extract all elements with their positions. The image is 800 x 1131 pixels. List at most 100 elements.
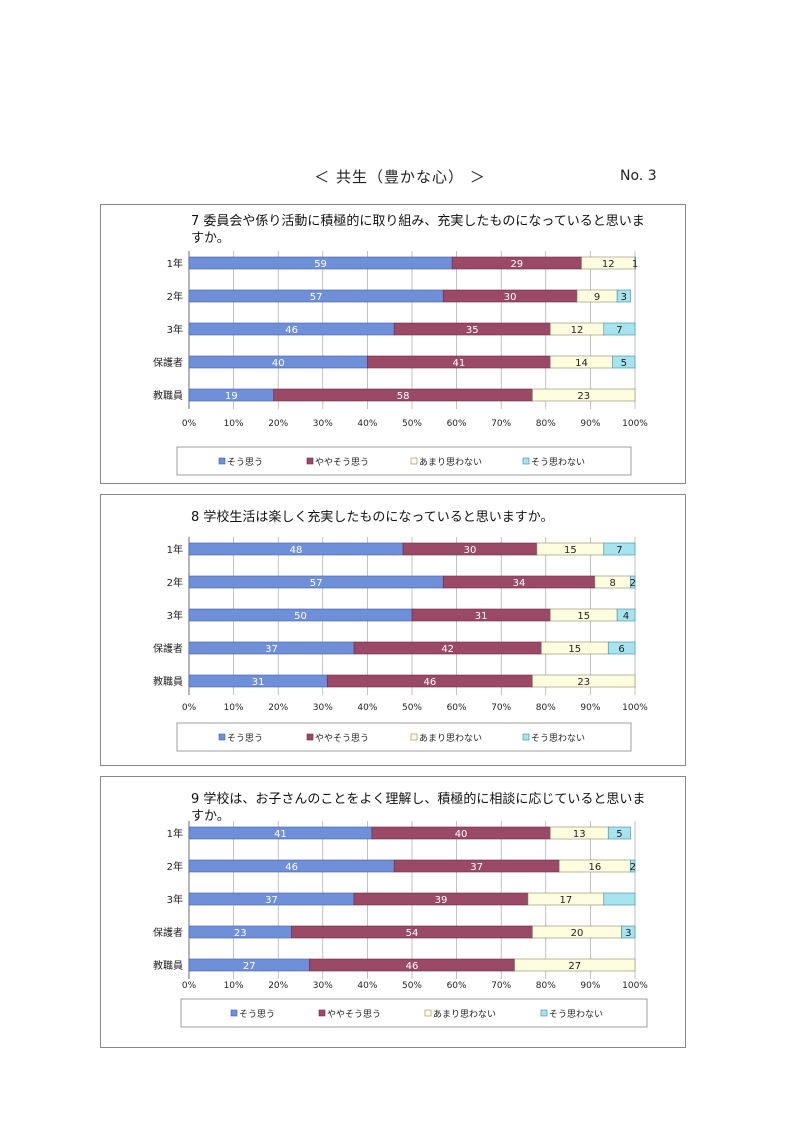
data-label: 30 (464, 545, 477, 556)
x-tick-label: 0% (182, 419, 197, 429)
legend-label: ややそう思う (327, 1009, 381, 1020)
category-label: 保護者 (153, 356, 183, 369)
data-label: 31 (475, 611, 488, 622)
bar-segment (532, 674, 636, 688)
data-label: 20 (571, 928, 584, 939)
bar-segment (532, 388, 636, 402)
x-tick-label: 70% (491, 703, 511, 713)
data-label: 2 (630, 862, 636, 873)
legend-box (176, 446, 632, 476)
data-label: 41 (274, 829, 287, 840)
data-label: 13 (573, 829, 586, 840)
data-label: 54 (406, 928, 419, 939)
bar-segment (603, 892, 636, 906)
data-label: 46 (285, 862, 298, 873)
question-title-q9: 9 学校は、お子さんのことをよく理解し、積極的に相談に応じていると思いますか。 (191, 792, 646, 824)
data-label: 29 (510, 259, 523, 270)
data-label: 48 (290, 545, 303, 556)
x-tick-label: 20% (268, 419, 288, 429)
x-tick-label: 10% (224, 703, 244, 713)
data-label: 41 (452, 358, 465, 369)
data-label: 37 (265, 644, 278, 655)
data-label: 23 (577, 391, 590, 402)
data-label: 30 (504, 292, 517, 303)
data-label: 6 (618, 644, 624, 655)
bar-segment (612, 355, 636, 369)
legend-label: ややそう思う (315, 457, 369, 468)
data-label: 57 (310, 292, 323, 303)
data-label: 46 (423, 677, 436, 688)
category-label: 3年 (167, 609, 183, 622)
data-label: 40 (272, 358, 285, 369)
x-tick-label: 80% (536, 981, 556, 991)
question-title-q8: 8 学校生活は楽しく充実したものになっていると思いますか。 (191, 510, 554, 525)
x-tick-label: 60% (447, 419, 467, 429)
data-label: 4 (623, 611, 629, 622)
bar-segment (603, 542, 636, 556)
legend-swatch (540, 1009, 548, 1017)
data-label: 1 (632, 259, 638, 270)
bar-segment (616, 608, 636, 622)
category-label: 2年 (167, 290, 183, 303)
bar-segment (630, 859, 636, 873)
category-label: 3年 (167, 893, 183, 906)
legend-swatch (306, 733, 314, 741)
legend-swatch (318, 1009, 326, 1017)
category-label: 2年 (167, 860, 183, 873)
legend-box (176, 722, 632, 752)
legend-swatch (306, 457, 314, 465)
page-header-title: ＜ 共生（豊かな心） ＞ (314, 168, 486, 186)
bar-segment (616, 289, 631, 303)
x-tick-label: 60% (447, 981, 467, 991)
category-label: 教職員 (153, 959, 183, 972)
x-tick-label: 20% (268, 703, 288, 713)
data-label: 14 (575, 358, 588, 369)
x-tick-label: 0% (182, 703, 197, 713)
bar-segment (621, 925, 636, 939)
bar-segment (514, 958, 636, 972)
category-label: 保護者 (153, 926, 183, 939)
legend-label: あまり思わない (419, 733, 482, 744)
data-label: 42 (441, 644, 454, 655)
category-label: 教職員 (153, 675, 183, 688)
bar-segment (630, 575, 636, 589)
data-label: 15 (564, 545, 577, 556)
category-label: 1年 (167, 257, 183, 270)
data-label: 3 (625, 928, 631, 939)
x-tick-label: 30% (313, 981, 333, 991)
x-tick-label: 40% (357, 703, 377, 713)
data-label: 5 (616, 829, 622, 840)
x-tick-label: 90% (580, 419, 600, 429)
bar-segment (607, 641, 636, 655)
x-tick-label: 80% (536, 703, 556, 713)
data-label: 59 (314, 259, 327, 270)
x-tick-label: 100% (622, 419, 648, 429)
data-label: 5 (621, 358, 627, 369)
data-label: 19 (225, 391, 238, 402)
legend-swatch (410, 733, 418, 741)
data-label: 8 (610, 578, 616, 589)
data-label: 40 (455, 829, 468, 840)
x-tick-label: 40% (357, 419, 377, 429)
data-label: 17 (560, 895, 573, 906)
data-label: 46 (406, 961, 419, 972)
data-label: 31 (252, 677, 265, 688)
legend-label: そう思わない (531, 733, 585, 744)
x-tick-label: 50% (402, 419, 422, 429)
data-label: 27 (243, 961, 256, 972)
x-tick-label: 30% (313, 703, 333, 713)
data-label: 39 (435, 895, 448, 906)
data-label: 46 (285, 325, 298, 336)
stacked-bar-chart-q9: 0% 10% 20% 30% 40% 50% 60% 70% 80% 90% 100% 1年 41 40 1… (153, 821, 648, 1028)
legend-swatch (218, 457, 226, 465)
data-label: 37 (265, 895, 278, 906)
x-tick-label: 100% (622, 703, 648, 713)
chart-panel-q9: 9 学校は、お子さんのことをよく理解し、積極的に相談に応じていると思いますか。 … (100, 776, 686, 1048)
data-label: 50 (294, 611, 307, 622)
data-label: 34 (513, 578, 526, 589)
chart-panel-q8: 8 学校生活は楽しく充実したものになっていると思いますか。 0% 10% 20% 30… (100, 494, 686, 766)
x-tick-label: 10% (224, 419, 244, 429)
data-label: 7 (616, 545, 622, 556)
legend-swatch (218, 733, 226, 741)
legend-swatch (522, 733, 530, 741)
